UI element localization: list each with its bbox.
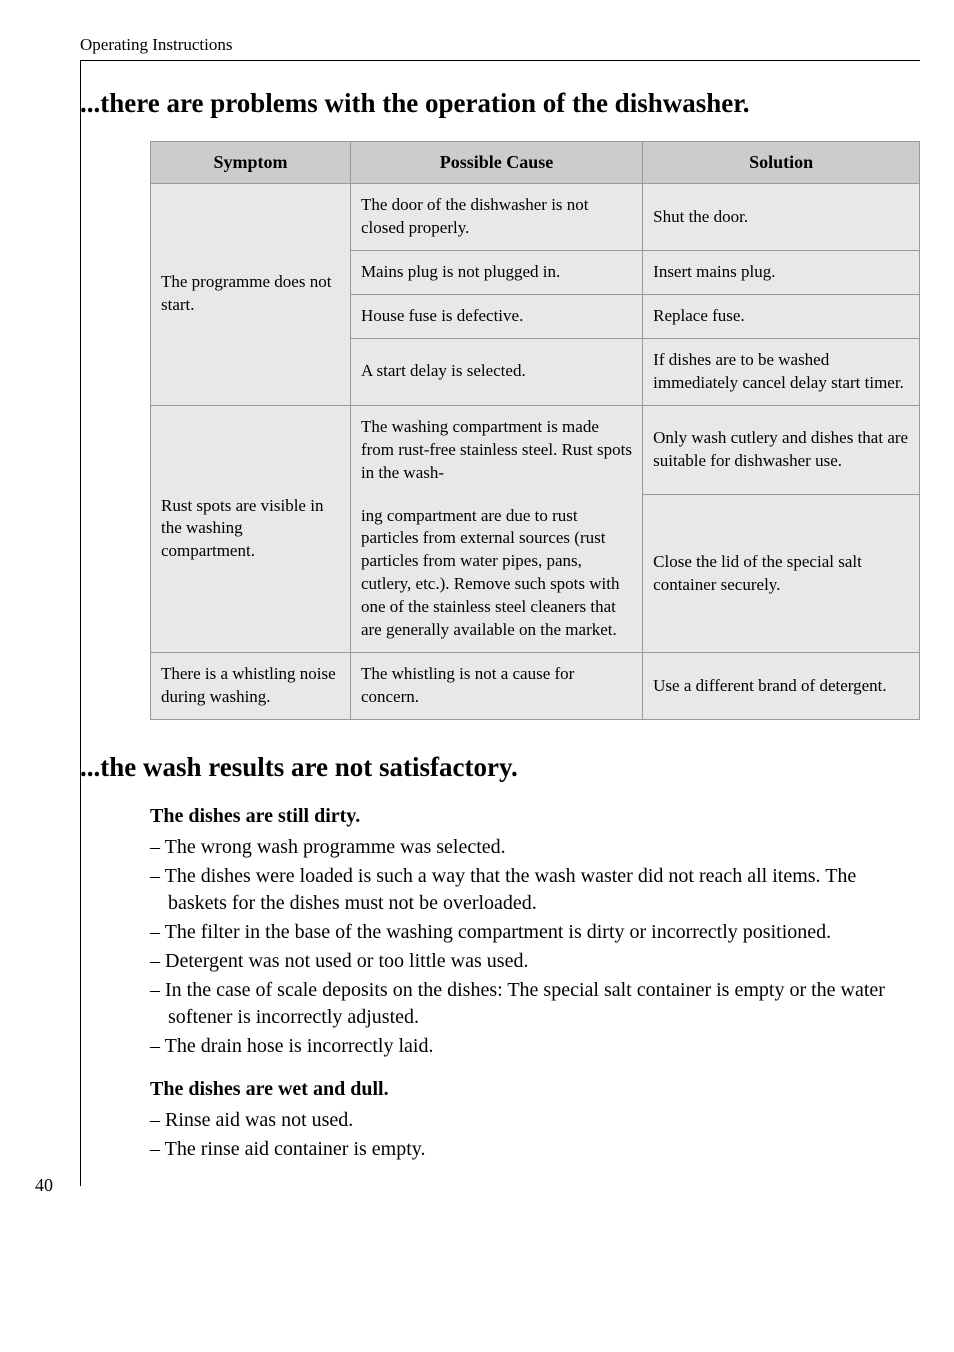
table-cell: The programme does not start.: [151, 184, 351, 406]
sub1-list: The wrong wash programme was selected. T…: [150, 834, 904, 1060]
th-symptom: Symptom: [151, 142, 351, 184]
table-cell: Replace fuse.: [643, 294, 920, 338]
sub1-heading: The dishes are still dirty.: [150, 805, 904, 828]
table-cell: ing compartment are due to rust particle…: [350, 495, 642, 653]
header-underline: [80, 60, 920, 61]
th-solution: Solution: [643, 142, 920, 184]
table-cell: Use a different brand of detergent.: [643, 653, 920, 720]
table-cell: Rust spots are visible in the washing co…: [151, 405, 351, 652]
table-cell: Close the lid of the special salt contai…: [643, 495, 920, 653]
section2-title: ...the wash results are not satisfactory…: [80, 750, 904, 785]
list-item: Rinse aid was not used.: [150, 1107, 904, 1134]
table-cell: A start delay is selected.: [350, 338, 642, 405]
table-cell: Insert mains plug.: [643, 250, 920, 294]
table-cell: Shut the door.: [643, 184, 920, 251]
vertical-divider: [80, 60, 81, 1186]
table-cell: Mains plug is not plugged in.: [350, 250, 642, 294]
th-cause: Possible Cause: [350, 142, 642, 184]
list-item: The dishes were loaded is such a way tha…: [150, 863, 904, 917]
list-item: In the case of scale deposits on the dis…: [150, 977, 904, 1031]
page-number: 40: [35, 1175, 53, 1196]
table-cell: Only wash cutlery and dishes that are su…: [643, 405, 920, 494]
sub2-list: Rinse aid was not used. The rinse aid co…: [150, 1107, 904, 1163]
list-item: Detergent was not used or too little was…: [150, 948, 904, 975]
list-item: The wrong wash programme was selected.: [150, 834, 904, 861]
sub2-heading: The dishes are wet and dull.: [150, 1078, 904, 1101]
table-cell: The whistling is not a cause for concern…: [350, 653, 642, 720]
list-item: The filter in the base of the washing co…: [150, 919, 904, 946]
table-cell: The washing compartment is made from rus…: [350, 405, 642, 494]
header-label: Operating Instructions: [50, 35, 904, 55]
troubleshooting-table: Symptom Possible Cause Solution The prog…: [150, 141, 920, 720]
table-cell: House fuse is defective.: [350, 294, 642, 338]
table-cell: The door of the dishwasher is not closed…: [350, 184, 642, 251]
list-item: The rinse aid container is empty.: [150, 1136, 904, 1163]
table-cell: If dishes are to be washed immediately c…: [643, 338, 920, 405]
table-cell: There is a whistling noise during washin…: [151, 653, 351, 720]
list-item: The drain hose is incorrectly laid.: [150, 1033, 904, 1060]
section1-title: ...there are problems with the operation…: [80, 86, 904, 121]
